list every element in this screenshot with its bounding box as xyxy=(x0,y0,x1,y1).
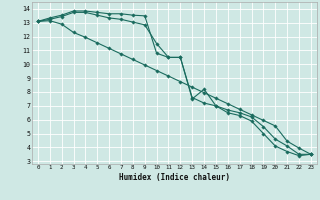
X-axis label: Humidex (Indice chaleur): Humidex (Indice chaleur) xyxy=(119,173,230,182)
